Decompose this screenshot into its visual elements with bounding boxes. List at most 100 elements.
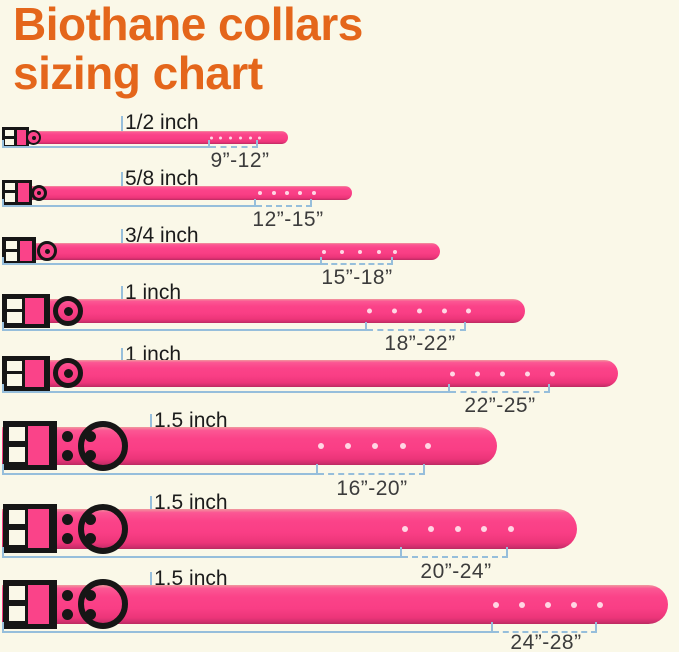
buckle-ring [53, 296, 83, 326]
hole [525, 371, 530, 376]
buckle-d-ring [78, 421, 128, 471]
hole [442, 308, 447, 314]
measure-tick [320, 257, 322, 265]
measure-line [2, 263, 322, 265]
collar-strap [2, 243, 440, 260]
measure-tick [2, 257, 4, 265]
measure-line [2, 205, 256, 207]
hole [249, 136, 252, 139]
buckle-frame [3, 504, 57, 553]
hole [417, 308, 422, 314]
measure-tick [2, 384, 4, 393]
size-range-label: 16”-20” [336, 477, 408, 500]
measure-line [2, 146, 210, 148]
width-label: 5/8 inch [125, 167, 199, 190]
hole [393, 249, 397, 254]
measure-tick [310, 199, 312, 207]
measure-dash [318, 473, 425, 475]
width-label: 1/2 inch [125, 111, 199, 134]
size-range-label: 9”-12” [210, 149, 270, 172]
measure-dash [256, 205, 312, 207]
hole [258, 191, 262, 195]
hole [455, 526, 461, 532]
buckle-d-ring [78, 504, 128, 554]
measure-tick [548, 384, 550, 393]
rivet [62, 450, 73, 461]
buckle-frame [2, 237, 36, 265]
measure-tick [2, 140, 4, 148]
hole [272, 191, 276, 195]
hole [466, 308, 471, 314]
measure-dash [367, 329, 466, 331]
measure-line [2, 473, 318, 475]
hole [340, 249, 344, 254]
hole [450, 371, 455, 376]
rivet [62, 514, 73, 525]
hole [493, 601, 499, 608]
hole [550, 371, 555, 376]
hole [318, 443, 324, 449]
hole [475, 371, 480, 376]
hole [400, 443, 406, 449]
hole [322, 249, 326, 254]
measure-tick [423, 464, 425, 475]
width-label: 3/4 inch [125, 224, 199, 247]
measure-dash [402, 556, 508, 558]
buckle-frame [2, 180, 32, 205]
width-label: 1.5 inch [154, 567, 228, 590]
buckle-ring [31, 185, 47, 201]
rivet [62, 590, 73, 601]
measure-tick [316, 464, 318, 475]
collar-strap [2, 299, 525, 323]
hole [500, 371, 505, 376]
measure-tick [208, 140, 210, 148]
hole [519, 601, 525, 608]
size-range-label: 18”-22” [384, 332, 456, 355]
hole [312, 191, 316, 195]
measure-tick [2, 547, 4, 558]
hole [392, 308, 397, 314]
hole [508, 526, 514, 532]
buckle-frame [3, 421, 57, 470]
size-range-label: 22”-25” [464, 394, 536, 417]
hole [298, 191, 302, 195]
width-label: 1.5 inch [154, 491, 228, 514]
buckle-frame [2, 294, 50, 328]
measure-tick [491, 622, 493, 633]
measure-line [2, 329, 367, 331]
measure-tick [254, 199, 256, 207]
measure-tick [256, 140, 258, 148]
size-range-label: 15”-18” [321, 266, 393, 289]
size-range-label: 12”-15” [252, 208, 324, 231]
pointer-line [121, 116, 123, 144]
buckle-ring [26, 130, 41, 145]
hole [367, 308, 372, 314]
buckle-ring [37, 241, 57, 261]
width-label: 1.5 inch [154, 409, 228, 432]
measure-dash [450, 391, 550, 393]
collar-strap [2, 360, 618, 387]
buckle-d-ring [78, 579, 128, 629]
hole [545, 601, 551, 608]
hole [372, 443, 378, 449]
collar-strap [2, 186, 352, 200]
measure-tick [2, 322, 4, 331]
hole [219, 136, 222, 139]
hole [402, 526, 408, 532]
measure-tick [595, 622, 597, 633]
measure-dash [210, 146, 258, 148]
measure-dash [322, 263, 393, 265]
hole [425, 443, 431, 449]
rivet [62, 533, 73, 544]
measure-tick [365, 322, 367, 331]
hole [571, 601, 577, 608]
size-range-label: 24”-28” [510, 631, 582, 652]
rivet [62, 609, 73, 620]
measure-line [2, 391, 450, 393]
hole [428, 526, 434, 532]
measure-tick [464, 322, 466, 331]
buckle-ring [53, 358, 83, 388]
measure-tick [448, 384, 450, 393]
buckle-frame [3, 580, 57, 629]
